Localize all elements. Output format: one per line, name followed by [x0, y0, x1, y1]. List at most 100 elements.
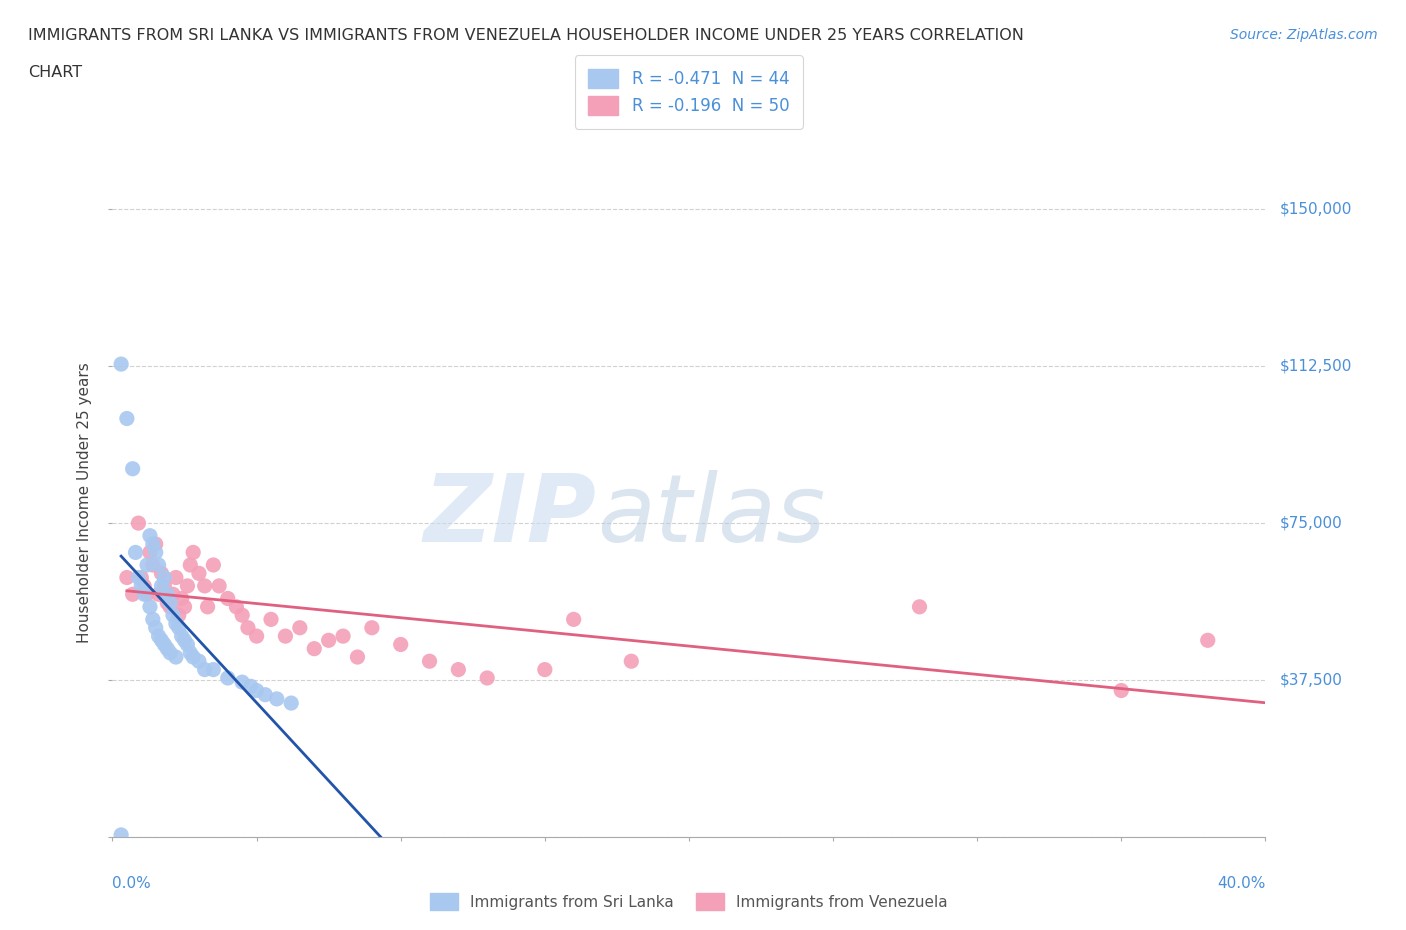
Point: [134, 578, 156, 593]
Point: [129, 578, 153, 593]
Point: [159, 645, 181, 660]
Point: [110, 357, 132, 372]
Point: [181, 545, 204, 560]
Point: [260, 612, 283, 627]
Point: [136, 587, 159, 602]
Point: [274, 629, 297, 644]
Point: [173, 600, 195, 615]
Point: [245, 629, 267, 644]
Point: [176, 578, 198, 593]
Point: [136, 558, 159, 573]
Point: [280, 696, 302, 711]
Text: $75,000: $75,000: [1279, 515, 1343, 531]
Y-axis label: Householder Income Under 25 years: Householder Income Under 25 years: [77, 362, 93, 643]
Point: [145, 620, 167, 635]
Point: [202, 662, 225, 677]
Point: [239, 679, 262, 694]
Point: [165, 616, 187, 631]
Point: [908, 600, 931, 615]
Point: [165, 649, 187, 664]
Point: [562, 612, 585, 627]
Point: [620, 654, 643, 669]
Point: [197, 600, 219, 615]
Point: [173, 632, 195, 647]
Point: [115, 570, 138, 585]
Text: Source: ZipAtlas.com: Source: ZipAtlas.com: [1230, 28, 1378, 42]
Point: [332, 629, 354, 644]
Point: [167, 608, 190, 623]
Point: [245, 683, 267, 698]
Point: [225, 600, 247, 615]
Text: 40.0%: 40.0%: [1218, 876, 1265, 891]
Point: [150, 578, 173, 593]
Text: ZIP: ZIP: [423, 470, 596, 562]
Point: [142, 558, 165, 573]
Point: [188, 654, 211, 669]
Point: [150, 565, 173, 580]
Point: [170, 591, 193, 606]
Point: [129, 570, 153, 585]
Point: [153, 637, 176, 652]
Point: [156, 587, 179, 602]
Point: [304, 642, 326, 657]
Point: [217, 671, 239, 685]
Point: [208, 578, 231, 593]
Text: $150,000: $150,000: [1279, 202, 1351, 217]
Point: [236, 620, 259, 635]
Point: [179, 645, 201, 660]
Point: [156, 595, 179, 610]
Point: [176, 637, 198, 652]
Point: [142, 612, 165, 627]
Text: atlas: atlas: [596, 470, 825, 561]
Point: [159, 600, 181, 615]
Point: [181, 649, 204, 664]
Point: [389, 637, 412, 652]
Point: [148, 587, 170, 602]
Point: [202, 558, 225, 573]
Text: CHART: CHART: [28, 65, 82, 80]
Point: [231, 675, 253, 690]
Point: [139, 600, 162, 615]
Point: [447, 662, 470, 677]
Point: [156, 642, 179, 657]
Point: [110, 828, 132, 843]
Point: [159, 595, 181, 610]
Point: [153, 570, 176, 585]
Point: [162, 587, 184, 602]
Point: [162, 608, 184, 623]
Point: [139, 545, 162, 560]
Point: [318, 632, 340, 647]
Text: $112,500: $112,500: [1279, 359, 1351, 374]
Point: [145, 545, 167, 560]
Point: [346, 649, 368, 664]
Point: [165, 570, 187, 585]
Point: [145, 537, 167, 551]
Text: IMMIGRANTS FROM SRI LANKA VS IMMIGRANTS FROM VENEZUELA HOUSEHOLDER INCOME UNDER : IMMIGRANTS FROM SRI LANKA VS IMMIGRANTS …: [28, 28, 1024, 43]
Point: [121, 587, 143, 602]
Point: [288, 620, 311, 635]
Point: [419, 654, 441, 669]
Point: [533, 662, 555, 677]
Point: [121, 461, 143, 476]
Text: 0.0%: 0.0%: [112, 876, 152, 891]
Point: [167, 620, 190, 635]
Point: [134, 587, 156, 602]
Point: [179, 558, 201, 573]
Point: [217, 591, 239, 606]
Point: [1111, 683, 1133, 698]
Point: [115, 411, 138, 426]
Point: [150, 632, 173, 647]
Point: [148, 558, 170, 573]
Point: [254, 687, 277, 702]
Point: [170, 629, 193, 644]
Point: [127, 516, 149, 531]
Point: [360, 620, 382, 635]
Point: [127, 570, 149, 585]
Point: [1197, 632, 1219, 647]
Point: [139, 528, 162, 543]
Point: [475, 671, 498, 685]
Point: [142, 537, 165, 551]
Point: [188, 565, 211, 580]
Text: $37,500: $37,500: [1279, 672, 1343, 687]
Point: [124, 545, 146, 560]
